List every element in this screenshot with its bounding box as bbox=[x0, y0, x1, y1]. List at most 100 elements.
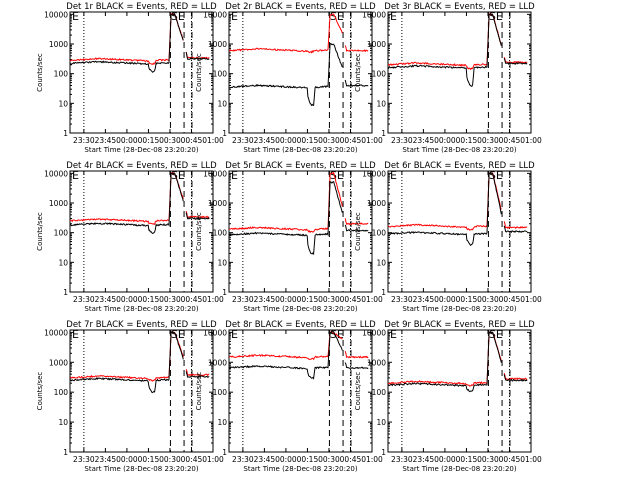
x-tick-label: 00:15 bbox=[456, 295, 478, 304]
y-tick-label: 10 bbox=[217, 99, 227, 108]
region-label-se: SE bbox=[330, 10, 344, 23]
plot-frame bbox=[69, 170, 214, 293]
plot-frame bbox=[69, 329, 214, 453]
x-axis-label: Start Time (28-Dec-08 23:20:20) bbox=[243, 305, 357, 313]
lld-series-line bbox=[388, 12, 528, 71]
y-axis-label: Counts/sec bbox=[354, 212, 362, 251]
lld-series-line bbox=[229, 13, 369, 54]
region-label-e: E bbox=[390, 169, 397, 182]
region-label-se: SE bbox=[171, 10, 185, 23]
y-axis-label: Counts/sec bbox=[354, 372, 362, 411]
plot-frame bbox=[228, 329, 373, 453]
region-label-e: E bbox=[231, 169, 238, 182]
x-tick-label: 00:15 bbox=[138, 136, 160, 145]
x-tick-label: 01:00 bbox=[520, 455, 542, 464]
y-tick-label: 1000 bbox=[367, 199, 386, 208]
x-tick-label: 00:30 bbox=[318, 136, 340, 145]
y-axis-label: Counts/sec bbox=[36, 372, 44, 411]
x-tick-label: 00:30 bbox=[159, 295, 181, 304]
lld-series-line bbox=[229, 171, 369, 234]
plot-frame bbox=[69, 11, 214, 134]
y-tick-label: 1 bbox=[63, 448, 68, 457]
panel-det5: Det 5r BLACK = Events, RED = LLD11010010… bbox=[195, 161, 383, 313]
panel-title: Det 7r BLACK = Events, RED = LLD bbox=[66, 320, 217, 330]
y-tick-label: 10000 bbox=[203, 169, 227, 178]
panel-title: Det 4r BLACK = Events, RED = LLD bbox=[66, 161, 217, 171]
y-tick-label: 1 bbox=[381, 448, 386, 457]
y-tick-label: 1000 bbox=[49, 358, 68, 367]
events-series-line bbox=[388, 330, 528, 393]
region-label-e: E bbox=[231, 328, 238, 341]
region-label-se: SE bbox=[171, 328, 185, 341]
events-series-line bbox=[70, 12, 210, 73]
plot-frame bbox=[387, 11, 532, 134]
x-axis-label: Start Time (28-Dec-08 23:20:20) bbox=[243, 146, 357, 154]
region-label-e: E bbox=[231, 10, 238, 23]
x-tick-label: 23:45 bbox=[254, 295, 276, 304]
x-tick-label: 00:45 bbox=[340, 295, 362, 304]
x-tick-label: 00:00 bbox=[434, 455, 456, 464]
x-tick-label: 00:30 bbox=[477, 136, 499, 145]
y-axis-label: Counts/sec bbox=[354, 53, 362, 92]
panel-det1: Det 1r BLACK = Events, RED = LLD 1 10 100 10… bbox=[36, 2, 224, 154]
x-tick-label: 00:00 bbox=[275, 136, 297, 145]
lld-series-line bbox=[388, 331, 528, 387]
lld-series-line bbox=[70, 12, 210, 65]
plot-frame bbox=[387, 170, 532, 293]
x-tick-label: 00:30 bbox=[477, 295, 499, 304]
y-tick-label: 10 bbox=[376, 99, 386, 108]
y-axis-label: Counts/sec bbox=[195, 372, 203, 411]
y-tick-label: 1 bbox=[63, 129, 68, 138]
y-tick-label: 10 bbox=[58, 99, 68, 108]
panel-title: Det 3r BLACK = Events, RED = LLD bbox=[384, 2, 535, 12]
y-tick-label: 10000 bbox=[362, 10, 386, 19]
x-tick-label: 01:00 bbox=[361, 455, 383, 464]
x-tick-label: 00:15 bbox=[297, 455, 319, 464]
panel-title: Det 1r BLACK = Events, RED = LLD bbox=[66, 2, 217, 12]
y-tick-label: 100 bbox=[54, 229, 69, 238]
events-series-line bbox=[388, 172, 528, 246]
region-label-e: E bbox=[390, 10, 397, 23]
y-tick-label: 10 bbox=[217, 258, 227, 267]
panel-det7: Det 7r BLACK = Events, RED = LLD 1 10 100 10… bbox=[36, 320, 224, 473]
x-tick-label: 00:45 bbox=[499, 295, 521, 304]
lld-series-line bbox=[388, 172, 528, 231]
y-tick-label: 1 bbox=[381, 288, 386, 297]
y-tick-label: 10 bbox=[376, 258, 386, 267]
x-tick-label: 00:30 bbox=[318, 455, 340, 464]
panel-det4: Det 4r BLACK = Events, RED = LLD11010010… bbox=[36, 161, 224, 313]
y-tick-label: 1000 bbox=[49, 199, 68, 208]
panel-title: Det 9r BLACK = Events, RED = LLD bbox=[384, 320, 535, 330]
y-tick-label: 100 bbox=[54, 70, 69, 79]
region-label-e: E bbox=[72, 10, 79, 23]
y-tick-label: 1 bbox=[63, 288, 68, 297]
panel-title: Det 6r BLACK = Events, RED = LLD bbox=[384, 161, 535, 171]
y-tick-label: 1 bbox=[222, 288, 227, 297]
region-label-e: E bbox=[390, 328, 397, 341]
x-tick-label: 23:45 bbox=[95, 295, 117, 304]
x-tick-label: 23:45 bbox=[413, 455, 435, 464]
x-tick-label: 00:45 bbox=[181, 136, 203, 145]
events-series-line bbox=[388, 13, 528, 87]
lld-series-line bbox=[70, 331, 210, 382]
y-tick-label: 1 bbox=[381, 129, 386, 138]
x-tick-label: 00:15 bbox=[456, 136, 478, 145]
x-tick-label: 23:45 bbox=[254, 136, 276, 145]
y-tick-label: 1000 bbox=[49, 40, 68, 49]
plot-frame bbox=[228, 170, 373, 293]
x-tick-label: 00:15 bbox=[138, 455, 160, 464]
x-tick-label: 23:30 bbox=[232, 455, 254, 464]
y-tick-label: 10 bbox=[58, 418, 68, 427]
x-tick-label: 00:30 bbox=[477, 455, 499, 464]
y-tick-label: 100 bbox=[372, 388, 387, 397]
panel-title: Det 2r BLACK = Events, RED = LLD bbox=[225, 2, 376, 12]
panel-det2: Det 2r BLACK = Events, RED = LLD11010010… bbox=[195, 2, 383, 154]
y-tick-label: 100 bbox=[213, 388, 228, 397]
y-tick-label: 1000 bbox=[367, 358, 386, 367]
lld-series-line bbox=[70, 171, 210, 225]
x-tick-label: 01:00 bbox=[520, 136, 542, 145]
y-tick-label: 100 bbox=[54, 388, 69, 397]
y-axis-label: Counts/sec bbox=[195, 212, 203, 251]
x-tick-label: 23:30 bbox=[391, 136, 413, 145]
